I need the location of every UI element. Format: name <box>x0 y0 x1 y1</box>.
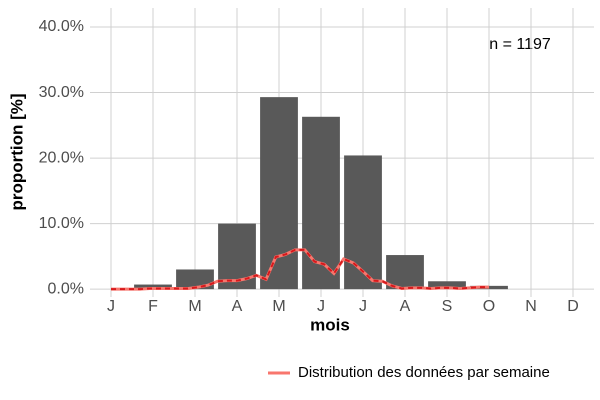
x-tick-label: M <box>272 298 285 315</box>
bar <box>176 269 214 290</box>
bar <box>344 155 382 290</box>
y-tick-label: 20.0% <box>39 149 84 166</box>
y-tick-label: 0.0% <box>48 280 84 297</box>
x-tick-label: O <box>483 298 495 315</box>
x-tick-label: D <box>567 298 579 315</box>
x-tick-label: N <box>525 298 537 315</box>
bar <box>386 255 424 290</box>
legend-label: Distribution des données par semaine <box>298 364 550 381</box>
weekly-line-dashed <box>111 248 489 291</box>
x-tick-label: A <box>400 298 411 315</box>
x-tick-label: J <box>107 298 115 315</box>
bar <box>260 97 298 290</box>
y-tick-label: 10.0% <box>39 215 84 232</box>
y-axis-label: proportion [%] <box>7 93 26 210</box>
bar <box>428 281 466 290</box>
x-tick-label: M <box>188 298 201 315</box>
bar <box>134 284 172 290</box>
bar <box>302 116 340 290</box>
y-tick-label: 30.0% <box>39 84 84 101</box>
x-tick-label: A <box>232 298 243 315</box>
x-tick-label: J <box>317 298 325 315</box>
x-axis-label: mois <box>310 315 350 334</box>
x-tick-label: F <box>148 298 158 315</box>
y-tick-label: 40.0% <box>39 18 84 35</box>
x-tick-label: J <box>359 298 367 315</box>
x-tick-label: S <box>442 298 453 315</box>
annotation: n = 1197 <box>489 36 551 53</box>
